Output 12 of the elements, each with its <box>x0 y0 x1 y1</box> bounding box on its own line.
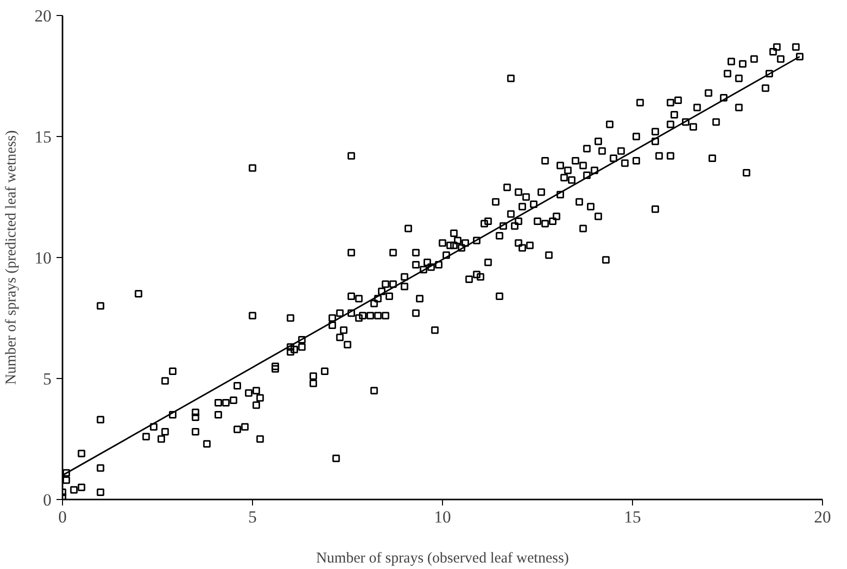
x-tick-label: 20 <box>814 508 831 526</box>
x-axis-title: Number of sprays (observed leaf wetness) <box>316 550 569 566</box>
y-tick-label: 10 <box>34 248 52 268</box>
y-tick-label: 20 <box>34 6 52 26</box>
x-tick-label: 15 <box>624 508 641 526</box>
y-axis-title: Number of sprays (predicted leaf wetness) <box>4 130 20 385</box>
y-tick-label: 5 <box>43 370 52 388</box>
x-tick-label: 10 <box>434 508 451 526</box>
x-tick-label: 0 <box>58 508 67 526</box>
y-tick-label: 0 <box>43 490 52 510</box>
x-tick-label: 5 <box>248 508 257 526</box>
y-tick-label: 15 <box>34 128 52 146</box>
